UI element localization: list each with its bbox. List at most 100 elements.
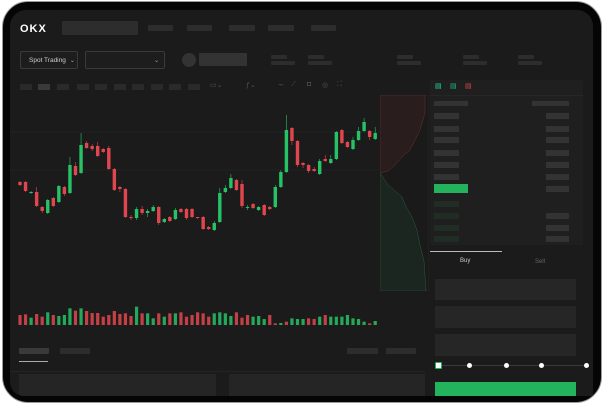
nav-item[interactable] bbox=[229, 25, 255, 31]
candle bbox=[162, 219, 166, 222]
bid-price[interactable] bbox=[434, 201, 459, 207]
camera-icon[interactable]: ◘ bbox=[307, 81, 312, 88]
candle bbox=[57, 186, 61, 202]
volume-bar bbox=[129, 316, 133, 325]
filter-button[interactable] bbox=[347, 348, 378, 354]
volume-bar bbox=[279, 323, 283, 325]
candle bbox=[79, 145, 83, 173]
book-both-icon[interactable]: ▤ bbox=[435, 83, 442, 90]
settings-icon[interactable]: ◎ bbox=[322, 82, 329, 89]
timeframe-button[interactable] bbox=[151, 84, 163, 90]
candle bbox=[29, 192, 33, 193]
candle bbox=[179, 209, 183, 212]
volume-bar bbox=[295, 319, 300, 325]
volume-bar bbox=[356, 319, 361, 325]
volume-bar bbox=[18, 315, 22, 325]
order-size bbox=[546, 174, 569, 180]
okx-logo[interactable]: OKX bbox=[20, 23, 47, 35]
slider-handle[interactable] bbox=[435, 362, 442, 369]
candle bbox=[134, 209, 139, 218]
volume-bar bbox=[90, 313, 94, 325]
volume-bar bbox=[234, 312, 239, 325]
search-placeholder[interactable] bbox=[62, 21, 138, 35]
indicator-icon[interactable]: ƒ⌄ bbox=[246, 82, 256, 89]
candle bbox=[46, 200, 50, 213]
book-bids-icon[interactable]: ▤ bbox=[450, 83, 457, 90]
volume-bar bbox=[218, 312, 222, 325]
candle bbox=[245, 207, 250, 208]
tab-order-history[interactable] bbox=[60, 348, 90, 354]
bid-price[interactable] bbox=[434, 236, 459, 242]
order-size bbox=[546, 162, 569, 168]
candle bbox=[256, 207, 261, 210]
candle bbox=[351, 140, 355, 149]
volume-bar bbox=[240, 317, 244, 325]
filter-button[interactable] bbox=[386, 348, 416, 354]
timeframe-button-active[interactable] bbox=[38, 84, 50, 90]
nav-item[interactable] bbox=[311, 25, 336, 31]
ask-price[interactable] bbox=[434, 150, 459, 156]
volume-bar bbox=[118, 314, 122, 325]
ask-price[interactable] bbox=[434, 137, 459, 143]
ask-price[interactable] bbox=[434, 126, 459, 132]
ruler-icon[interactable]: ⟋ bbox=[291, 81, 296, 88]
slider-step-25[interactable] bbox=[467, 363, 472, 368]
slider-step-100[interactable] bbox=[584, 363, 589, 368]
nav-item[interactable] bbox=[187, 25, 212, 31]
candle bbox=[195, 217, 200, 218]
volume-bar bbox=[151, 318, 155, 325]
buy-button[interactable] bbox=[435, 382, 576, 396]
candle bbox=[123, 189, 128, 217]
chevron-down-icon: ⌄ bbox=[69, 57, 75, 64]
volume-bar bbox=[46, 312, 50, 325]
candle bbox=[34, 192, 39, 206]
market-type-dropdown[interactable]: Spot Trading ⌄ bbox=[20, 51, 78, 69]
price-input[interactable] bbox=[435, 279, 576, 300]
volume-bar bbox=[196, 312, 200, 325]
ask-price[interactable] bbox=[434, 174, 459, 180]
timeframe-button[interactable] bbox=[132, 84, 144, 90]
bid-price[interactable] bbox=[434, 213, 459, 219]
timeframe-button[interactable] bbox=[188, 84, 200, 90]
timeframe-button[interactable] bbox=[169, 84, 181, 90]
tab-buy[interactable]: Buy bbox=[460, 258, 471, 264]
line-draw-icon[interactable]: ∼ bbox=[278, 82, 284, 89]
amount-input[interactable] bbox=[435, 306, 576, 328]
stat-value bbox=[518, 61, 542, 65]
nav-item[interactable] bbox=[148, 25, 173, 31]
ask-price[interactable] bbox=[434, 162, 459, 168]
volume-bar bbox=[212, 313, 216, 325]
candlestick-chart[interactable] bbox=[10, 10, 593, 396]
timeframe-button[interactable] bbox=[20, 84, 32, 90]
timeframe-button[interactable] bbox=[77, 84, 89, 90]
order-size bbox=[546, 225, 569, 231]
timeframe-button[interactable] bbox=[95, 84, 107, 90]
book-asks-icon[interactable]: ▤ bbox=[465, 83, 472, 90]
volume-bar bbox=[351, 318, 355, 325]
timeframe-button[interactable] bbox=[57, 84, 69, 90]
chart-type-icon[interactable]: ▭⌄ bbox=[210, 82, 223, 89]
fullscreen-icon[interactable]: ⛶ bbox=[337, 81, 342, 88]
tab-open-orders[interactable] bbox=[19, 348, 49, 354]
bid-price[interactable] bbox=[434, 225, 459, 231]
amount-slider[interactable] bbox=[439, 365, 589, 366]
volume-bar bbox=[334, 316, 338, 325]
candle bbox=[345, 142, 350, 147]
tab-sell[interactable]: Sell bbox=[535, 259, 546, 265]
order-size bbox=[546, 213, 569, 219]
candle bbox=[90, 146, 94, 149]
slider-step-50[interactable] bbox=[504, 363, 509, 368]
volume-bar bbox=[162, 316, 166, 325]
candle bbox=[306, 165, 311, 171]
volume-bar bbox=[123, 313, 128, 325]
order-size bbox=[546, 126, 569, 132]
timeframe-button[interactable] bbox=[114, 84, 126, 90]
candle bbox=[201, 217, 205, 229]
pair-select[interactable]: ⌄ bbox=[85, 51, 165, 69]
ask-price[interactable] bbox=[434, 113, 459, 119]
nav-item[interactable] bbox=[268, 25, 294, 31]
slider-step-75[interactable] bbox=[539, 363, 544, 368]
total-input[interactable] bbox=[435, 334, 576, 356]
candle bbox=[334, 132, 339, 159]
order-size bbox=[546, 150, 569, 156]
